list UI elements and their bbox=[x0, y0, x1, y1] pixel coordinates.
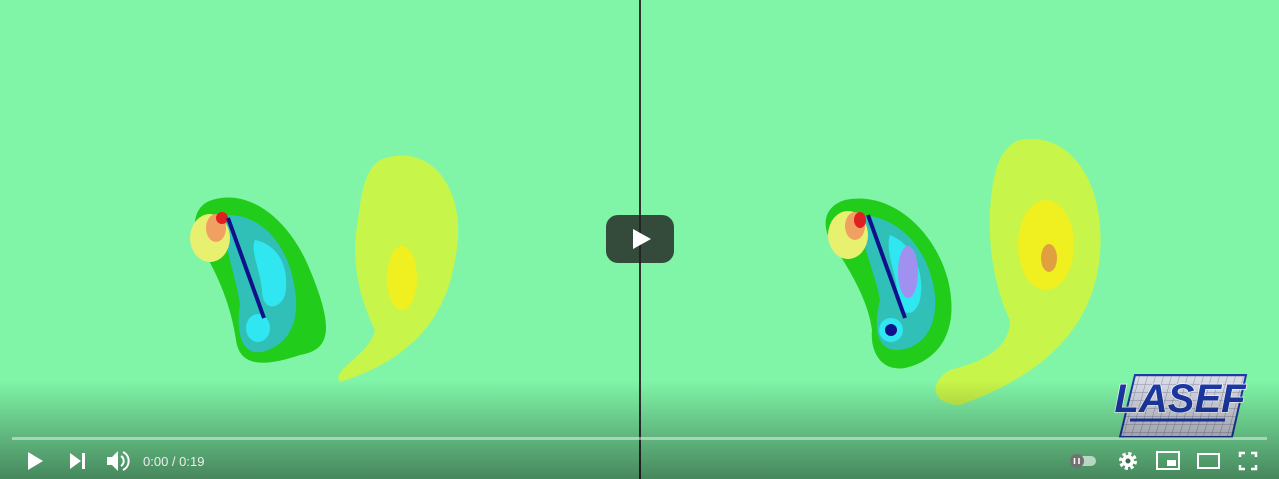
progress-bar[interactable] bbox=[12, 437, 1267, 440]
gear-hole bbox=[1125, 458, 1131, 464]
plate bbox=[226, 217, 266, 319]
left-simulation bbox=[190, 155, 459, 382]
vortex-core bbox=[387, 246, 417, 310]
vortex-core bbox=[898, 246, 918, 298]
autoplay-toggle[interactable] bbox=[1070, 454, 1096, 468]
play-button[interactable] bbox=[28, 452, 43, 470]
speaker-icon bbox=[107, 451, 118, 471]
settings-button[interactable] bbox=[1119, 452, 1137, 470]
vortex-core bbox=[253, 240, 287, 307]
miniplayer-button[interactable] bbox=[1156, 451, 1180, 470]
plate bbox=[866, 214, 907, 319]
vortex bbox=[225, 215, 297, 353]
fullscreen-button[interactable] bbox=[1238, 451, 1258, 471]
big-play-icon bbox=[633, 229, 651, 249]
vortex-core bbox=[1018, 200, 1074, 290]
vortex-core bbox=[1041, 244, 1057, 272]
controls-shade bbox=[0, 380, 1279, 479]
next-icon bbox=[70, 453, 81, 469]
toggle-pause bbox=[1073, 458, 1080, 464]
vortex-core bbox=[246, 314, 270, 342]
next-bar bbox=[82, 453, 85, 469]
volume-waves bbox=[120, 451, 130, 471]
big-play-button[interactable] bbox=[606, 215, 674, 263]
volume-button[interactable] bbox=[107, 451, 130, 471]
mini-inner bbox=[1167, 460, 1176, 466]
gear-teeth bbox=[1119, 452, 1137, 470]
vortex-core bbox=[885, 324, 897, 336]
next-button[interactable] bbox=[70, 453, 85, 469]
time-display: 0:00 / 0:19 bbox=[143, 454, 204, 469]
mini-frame bbox=[1156, 451, 1180, 470]
vortex-core bbox=[854, 212, 866, 228]
right-simulation bbox=[825, 139, 1101, 405]
theater-button[interactable] bbox=[1197, 453, 1220, 469]
toggle-knob bbox=[1070, 454, 1084, 468]
vortex-core bbox=[216, 212, 228, 224]
